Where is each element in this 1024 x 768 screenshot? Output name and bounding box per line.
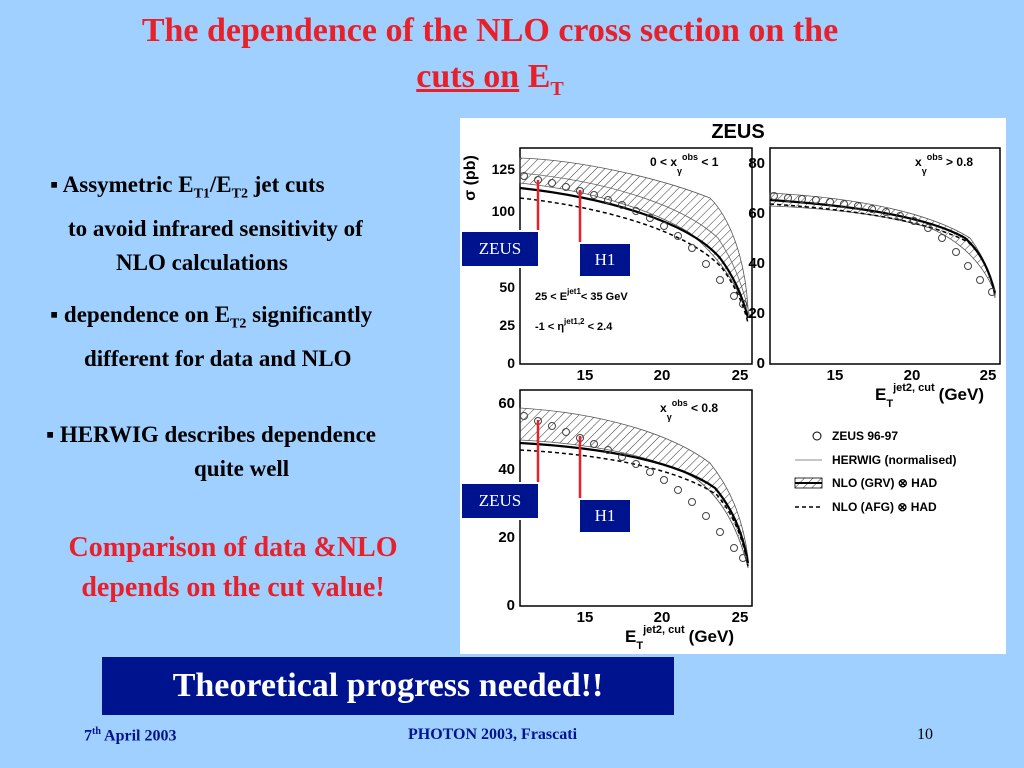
panel-3-nlo-grv: [519, 441, 750, 564]
zeus-tag-top: ZEUS: [460, 230, 540, 268]
panel-3-data-points: [520, 412, 747, 562]
panel-2-ytick: 20: [748, 305, 765, 322]
panel-3-xtick: 25: [732, 609, 749, 626]
panel-3-xtick: 20: [654, 609, 671, 626]
title-line-2: cuts on ET: [40, 54, 940, 112]
bullet-herwig: ▪ HERWIG describes dependence quite well: [46, 418, 466, 486]
panel-1-band: [519, 157, 749, 319]
panel-1-ytick: 100: [492, 203, 516, 219]
legend-item: ZEUS 96-97: [832, 429, 898, 443]
title-line-1: The dependence of the NLO cross section …: [141, 12, 839, 49]
bullet-3-line-1: ▪ HERWIG describes dependence: [46, 418, 466, 452]
bullet-2-line-2: different for data and NLO: [84, 345, 352, 371]
panel-1-ytick: 50: [499, 279, 515, 295]
figure-background: [460, 118, 1006, 654]
zeus-figure: ZEUS 125 100 75 50 25 0 15 20 25 σ (pb) …: [460, 118, 1006, 654]
comparison-line-1: Comparison of data &NLO: [68, 532, 398, 563]
bullet-2-line-1: ▪ dependence on ET2 significantly: [50, 298, 460, 342]
comparison-line-2: depends on the cut value!: [81, 572, 385, 603]
title-e: E: [527, 58, 551, 95]
bullet-1-line-1: ▪ Assymetric ET1/ET2 jet cuts: [50, 168, 450, 212]
cut-et1-label: 25 < Ejet1< 35 GeV: [535, 287, 628, 303]
bullet-1-text-c: jet cuts: [248, 172, 325, 197]
bullet-2-text-b: significantly: [246, 302, 373, 327]
panel-1-ytick: 25: [499, 317, 515, 333]
footer-conference: PHOTON 2003, Frascati: [408, 726, 578, 743]
title-underlined: cuts on: [416, 58, 520, 95]
panel-2-xtick: 25: [980, 367, 997, 384]
bullet-marker: ▪: [50, 302, 59, 327]
panel-2-xtick: 15: [827, 367, 844, 384]
bullet-1-text-b: /E: [209, 172, 232, 197]
bullet-3-line-2: quite well: [194, 456, 290, 481]
panel-3-ytick: 40: [498, 461, 515, 478]
legend-item: HERWIG (normalised): [832, 453, 956, 467]
bullet-marker: ▪: [50, 172, 59, 197]
cut-eta-label: -1 < ηjet1,2 < 2.4: [535, 317, 613, 333]
panel-2-ytick: 60: [748, 205, 765, 222]
bullet-1-line-2: to avoid infrared sensitivity of: [68, 215, 363, 241]
comparison-note: Comparison of data &NLO depends on the c…: [20, 528, 446, 608]
bullet-marker: ▪: [46, 422, 55, 447]
panel-2-xtick: 20: [904, 367, 921, 384]
progress-banner: Theoretical progress needed!!: [102, 657, 674, 715]
footer-date: 7th April 2003: [84, 726, 176, 745]
bullet-asymmetric-cuts: ▪ Assymetric ET1/ET2 jet cuts to avoid i…: [50, 168, 450, 280]
legend-item: NLO (AFG) ⊗ HAD: [832, 500, 937, 514]
panel-2-ytick: 40: [748, 255, 765, 272]
panel-1-xtick: 15: [577, 367, 594, 384]
panel-1-ytick: 0: [507, 355, 515, 371]
panel-1-herwig: [519, 172, 751, 319]
slide-title: The dependence of the NLO cross section …: [40, 8, 940, 112]
x-axis-label-top: ETjet2, cut (GeV): [875, 382, 984, 410]
panel-3-ytick: 60: [498, 395, 515, 412]
bullet-1-sub-b: T2: [231, 186, 248, 202]
panel-2-ytick: 0: [757, 355, 765, 372]
x-axis-label-bottom: ETjet2, cut (GeV): [625, 624, 734, 652]
h1-tag-bottom: H1: [578, 498, 632, 534]
footer-page-number: 10: [917, 726, 933, 743]
panel-2-cut-label: xγobs > 0.8: [915, 152, 973, 176]
bullet-1-text-a: Assymetric E: [62, 172, 194, 197]
panel-2-ytick: 80: [748, 155, 765, 172]
panel-2: 80 60 40 20 0 15 20 25 xγobs > 0.8 ETjet…: [748, 147, 1001, 410]
title-e-sub: T: [550, 77, 564, 100]
panel-1-data-points: [520, 172, 747, 308]
panel-3-nlo-afg: [519, 449, 749, 567]
bullet-3-text: HERWIG describes dependence: [59, 422, 376, 447]
panel-3-xtick: 15: [577, 609, 594, 626]
bullet-1-line-3: NLO calculations: [116, 249, 288, 275]
panel-3-cut-label: xγobs < 0.8: [660, 398, 718, 422]
panel-1-cut-label: 0 < xγobs < 1: [650, 152, 719, 176]
figure-svg: ZEUS 125 100 75 50 25 0 15 20 25 σ (pb) …: [460, 118, 1006, 654]
figure-header: ZEUS: [711, 121, 764, 143]
panel-1: 125 100 75 50 25 0 15 20 25 σ (pb) 0 < x…: [462, 147, 753, 384]
bullet-et2-dependence: ▪ dependence on ET2 significantly differ…: [50, 298, 460, 376]
panel-3-ytick: 20: [498, 529, 515, 546]
zeus-tag-bottom: ZEUS: [460, 482, 540, 520]
legend-item: NLO (GRV) ⊗ HAD: [832, 476, 937, 490]
panel-2-nlo-afg: [769, 203, 996, 297]
bullet-2-text-a: dependence on E: [63, 302, 231, 327]
panel-2-data-points: [770, 192, 996, 296]
panel-2-frame: [769, 147, 1001, 365]
bullet-1-sub-a: T1: [193, 186, 210, 202]
panel-1-xtick: 25: [732, 367, 749, 384]
footer-date-day: 7: [84, 727, 92, 745]
panel-1-ytick: 125: [492, 161, 516, 177]
panel-1-nlo-afg: [519, 197, 749, 324]
panel-2-nlo-grv: [769, 198, 997, 294]
footer-date-rest: April 2003: [100, 727, 177, 745]
footer-date-sup: th: [92, 726, 101, 737]
figure-legend: ZEUS 96-97 HERWIG (normalised) NLO (GRV)…: [794, 429, 956, 514]
y-axis-label: σ (pb): [462, 155, 479, 201]
panel-3-ytick: 0: [507, 597, 515, 614]
panel-1-xtick: 20: [654, 367, 671, 384]
h1-tag-top: H1: [578, 242, 632, 278]
bullet-2-sub: T2: [230, 316, 247, 332]
panel-1-nlo-grv: [519, 186, 750, 319]
legend-marker-data: [812, 431, 822, 441]
panel-3: 60 40 20 0 15 20 25 xγobs < 0.8 ETjet2, …: [498, 389, 753, 652]
